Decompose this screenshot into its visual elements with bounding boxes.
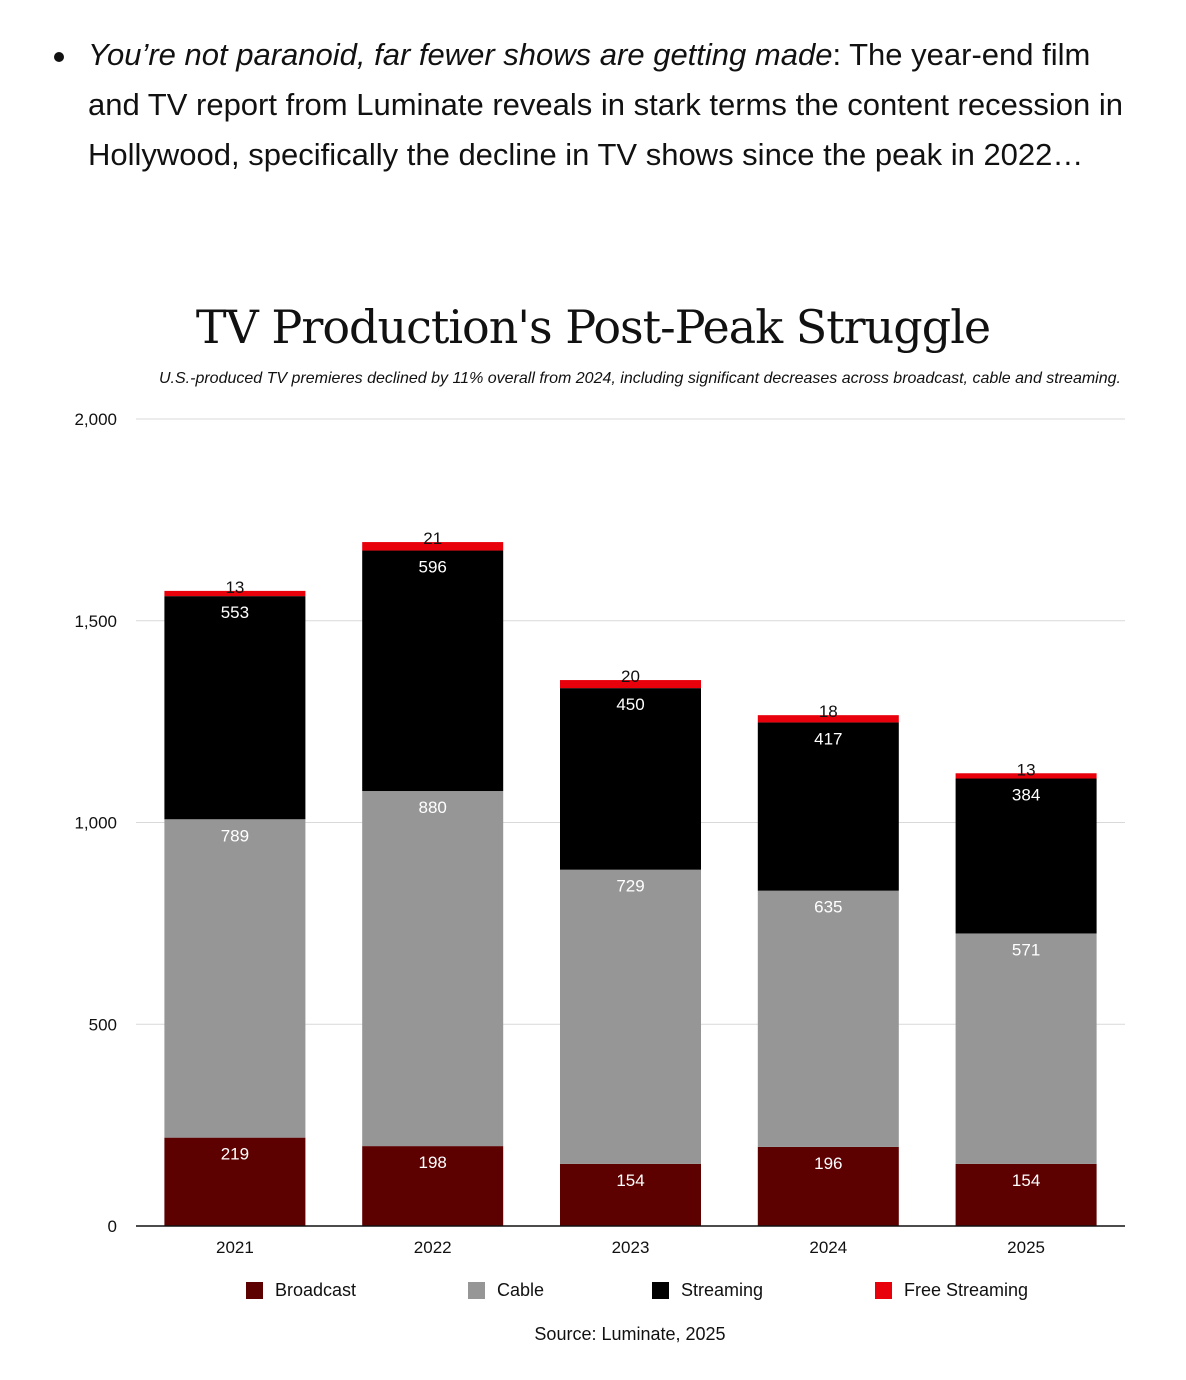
chart-subtitle: U.S.-produced TV premieres declined by 1… bbox=[159, 370, 1121, 387]
data-label: 20 bbox=[621, 667, 640, 686]
y-tick-label: 2,000 bbox=[74, 410, 117, 429]
labels-layer: 219 789 553 13 198 880 596 21 154 729 450 20 196 635 4… bbox=[221, 529, 1041, 1190]
legend-label: Broadcast bbox=[275, 1280, 357, 1300]
chart-legend: Broadcast Cable Streaming Free Streaming bbox=[0, 1280, 1186, 1306]
bar-segment bbox=[955, 1163, 1097, 1226]
x-tick-label: 2025 bbox=[1007, 1238, 1045, 1257]
bullet-body: : The year-end film and TV report from L… bbox=[88, 37, 1123, 172]
bullet-text: You’re not paranoid, far fewer shows are… bbox=[88, 30, 1150, 180]
bullet-dot-icon bbox=[54, 52, 64, 62]
bar-segment bbox=[362, 1146, 504, 1226]
data-label: 880 bbox=[419, 798, 447, 817]
legend-label: Streaming bbox=[681, 1280, 764, 1300]
legend-swatch bbox=[875, 1282, 892, 1299]
data-label: 417 bbox=[814, 729, 842, 748]
legend-item: Cable bbox=[468, 1280, 544, 1301]
bar-segment bbox=[955, 933, 1097, 1164]
data-label: 13 bbox=[1017, 760, 1036, 779]
data-label: 198 bbox=[419, 1153, 447, 1172]
y-tick-label: 1,500 bbox=[74, 612, 117, 631]
bar-segment bbox=[757, 1146, 899, 1226]
data-label: 571 bbox=[1012, 940, 1040, 959]
y-tick-label: 500 bbox=[89, 1015, 117, 1034]
data-label: 18 bbox=[819, 702, 838, 721]
bar-segment bbox=[757, 722, 899, 891]
data-label: 789 bbox=[221, 826, 249, 845]
bar-segment bbox=[362, 550, 504, 792]
bar-segment bbox=[362, 542, 504, 551]
x-tick-label: 2022 bbox=[414, 1238, 452, 1257]
legend-swatch bbox=[468, 1282, 485, 1299]
data-label: 635 bbox=[814, 898, 842, 917]
bar-segment bbox=[164, 596, 306, 820]
y-tick-label: 0 bbox=[108, 1217, 117, 1236]
data-label: 13 bbox=[225, 578, 244, 597]
x-tick-label: 2021 bbox=[216, 1238, 254, 1257]
bar-segment bbox=[560, 680, 701, 689]
data-label: 196 bbox=[814, 1154, 842, 1173]
article-bullet: You’re not paranoid, far fewer shows are… bbox=[50, 30, 1150, 180]
data-label: 154 bbox=[616, 1171, 644, 1190]
bar-segment bbox=[757, 715, 899, 723]
legend-swatch bbox=[246, 1282, 263, 1299]
bar-segment bbox=[955, 773, 1097, 779]
bar-segment bbox=[560, 869, 701, 1164]
bar-segment bbox=[164, 1137, 306, 1226]
bar-segment bbox=[560, 688, 701, 870]
legend-item: Streaming bbox=[652, 1280, 763, 1301]
data-label: 154 bbox=[1012, 1171, 1040, 1190]
bar-segment bbox=[164, 590, 306, 597]
legend-item: Free Streaming bbox=[875, 1280, 1028, 1301]
bar-segment bbox=[955, 778, 1097, 934]
chart-source: Source: Luminate, 2025 bbox=[534, 1324, 726, 1344]
data-label: 219 bbox=[221, 1145, 249, 1164]
data-label: 729 bbox=[616, 877, 644, 896]
legend-item: Broadcast bbox=[246, 1280, 356, 1301]
legend-label: Free Streaming bbox=[904, 1280, 1029, 1300]
legend-swatch bbox=[652, 1282, 669, 1299]
bullet-italic-lead: You’re not paranoid, far fewer shows are… bbox=[88, 37, 833, 72]
x-tick-label: 2024 bbox=[809, 1238, 847, 1257]
data-label: 450 bbox=[616, 695, 644, 714]
data-label: 21 bbox=[423, 529, 442, 548]
data-label: 596 bbox=[419, 558, 447, 577]
legend-label: Cable bbox=[497, 1280, 545, 1300]
data-label: 553 bbox=[221, 603, 249, 622]
y-tick-label: 1,000 bbox=[74, 814, 117, 833]
chart-title: TV Production's Post-Peak Struggle bbox=[195, 300, 991, 354]
bar-segment bbox=[362, 791, 504, 1147]
bar-segment bbox=[560, 1163, 701, 1226]
bar-segment bbox=[757, 890, 899, 1147]
x-tick-label: 2023 bbox=[612, 1238, 650, 1257]
bar-segment bbox=[164, 819, 306, 1138]
data-label: 384 bbox=[1012, 786, 1040, 805]
bars-layer bbox=[164, 542, 1097, 1226]
